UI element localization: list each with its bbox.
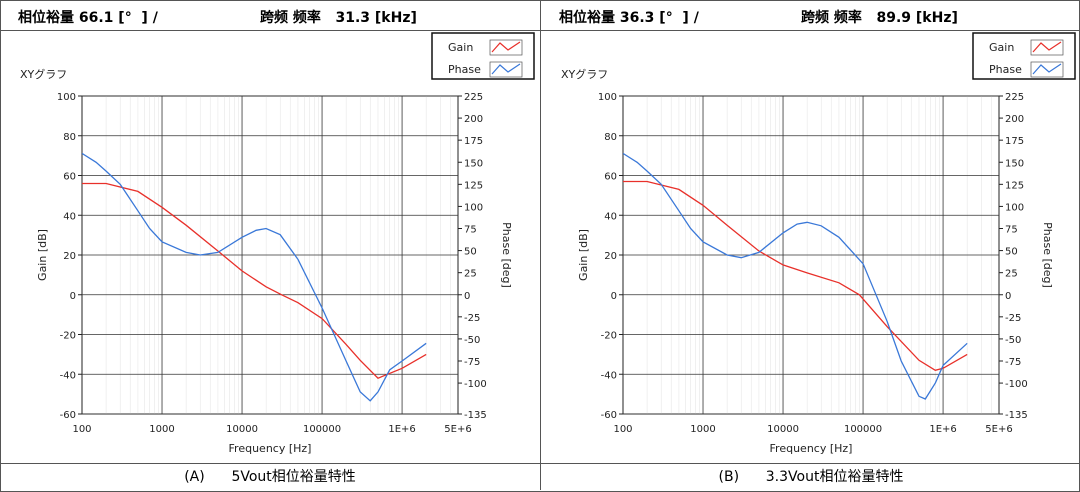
y-tick-label-left: -20	[60, 331, 76, 342]
y-tick-label-right: 25	[464, 269, 477, 280]
y-tick-label-left: 20	[604, 251, 617, 262]
x-tick-label: 100	[72, 424, 91, 435]
y-axis-label-right: Phase [deg]	[1041, 222, 1054, 288]
y-tick-label-left: 100	[57, 92, 76, 103]
legend-label: Phase	[989, 63, 1022, 76]
y-tick-label-right: 0	[1005, 291, 1011, 302]
y-tick-label-right: 75	[464, 225, 477, 236]
y-tick-label-right: 225	[1005, 92, 1024, 103]
y-tick-label-left: -40	[601, 370, 617, 381]
y-tick-label-right: -75	[1005, 357, 1021, 368]
x-tick-label: 1E+6	[388, 424, 415, 435]
y-tick-label-right: 175	[464, 136, 483, 147]
y-tick-label-right: 100	[1005, 202, 1024, 213]
y-axis-label-right: Phase [deg]	[500, 222, 513, 288]
series-line-gain	[82, 182, 427, 379]
series-line-gain	[623, 180, 968, 371]
y-tick-label-left: 60	[63, 172, 76, 183]
y-tick-label-right: 25	[1005, 269, 1018, 280]
y-tick-label-right: 75	[1005, 225, 1018, 236]
y-tick-label-right: 225	[464, 92, 483, 103]
x-axis-label: Frequency [Hz]	[229, 442, 312, 455]
crossover-frequency-label: 跨频 频率 89.9 [kHz]	[801, 10, 958, 26]
x-tick-label: 100000	[303, 424, 341, 435]
y-tick-label-right: -50	[1005, 335, 1021, 346]
phase-margin-label: 相位裕量 36.3 [° ] /	[559, 10, 699, 26]
y-tick-label-right: 200	[464, 114, 483, 125]
y-tick-label-left: 40	[604, 211, 617, 222]
panel-caption: (B) 3.3Vout相位裕量特性	[541, 463, 1080, 491]
panel-a: 相位裕量 66.1 [° ] / 跨频 频率 31.3 [kHz] XYグラフ 1…	[0, 0, 540, 490]
y-tick-label-right: -75	[464, 357, 480, 368]
panel-header: 相位裕量 36.3 [° ] / 跨频 频率 89.9 [kHz]	[541, 0, 1080, 31]
y-tick-label-left: 100	[598, 92, 617, 103]
y-tick-label-right: 0	[464, 291, 470, 302]
x-tick-label: 1000	[690, 424, 715, 435]
x-tick-label: 100000	[844, 424, 882, 435]
panel-b: 相位裕量 36.3 [° ] / 跨频 频率 89.9 [kHz] XYグラフ 1…	[540, 0, 1080, 490]
y-tick-label-right: 50	[464, 247, 477, 258]
panel-header: 相位裕量 66.1 [° ] / 跨频 频率 31.3 [kHz]	[0, 0, 540, 31]
caption-text: 3.3Vout相位裕量特性	[765, 469, 904, 485]
plot-title: XYグラフ	[561, 67, 608, 81]
caption-text: 5Vout相位裕量特性	[231, 469, 356, 485]
y-tick-label-left: 0	[611, 291, 617, 302]
x-tick-label: 5E+6	[444, 424, 471, 435]
legend-swatch	[1032, 63, 1062, 75]
y-tick-label-left: 0	[70, 291, 76, 302]
legend-swatch	[1032, 41, 1062, 53]
legend-label: Gain	[448, 41, 473, 54]
legend-label: Phase	[448, 63, 481, 76]
y-tick-label-right: 175	[1005, 136, 1024, 147]
x-tick-label: 1E+6	[929, 424, 956, 435]
crossover-frequency-label: 跨频 频率 31.3 [kHz]	[260, 10, 417, 26]
y-tick-label-right: -135	[464, 410, 487, 421]
x-tick-label: 100	[613, 424, 632, 435]
legend-label: Gain	[989, 41, 1014, 54]
y-tick-label-left: -40	[60, 370, 76, 381]
y-tick-label-right: -25	[464, 313, 480, 324]
legend-swatch	[491, 63, 521, 75]
y-tick-label-right: 100	[464, 202, 483, 213]
y-tick-label-right: -100	[1005, 379, 1028, 390]
x-tick-label: 10000	[226, 424, 258, 435]
phase-margin-label: 相位裕量 66.1 [° ] /	[18, 10, 158, 26]
x-tick-label: 5E+6	[985, 424, 1012, 435]
caption-tag: (A)	[184, 469, 205, 485]
y-tick-label-left: 40	[63, 211, 76, 222]
x-tick-label: 10000	[767, 424, 799, 435]
y-tick-label-left: 20	[63, 251, 76, 262]
y-tick-label-right: -135	[1005, 410, 1028, 421]
legend-swatch	[491, 41, 521, 53]
series-line-phase	[82, 152, 427, 402]
y-tick-label-right: 125	[1005, 180, 1024, 191]
y-tick-label-right: -50	[464, 335, 480, 346]
y-tick-label-right: -100	[464, 379, 487, 390]
x-tick-label: 1000	[149, 424, 174, 435]
panel-caption: (A) 5Vout相位裕量特性	[0, 463, 540, 491]
y-tick-label-left: -60	[601, 410, 617, 421]
y-tick-label-left: -20	[601, 331, 617, 342]
y-axis-label-left: Gain [dB]	[577, 229, 590, 281]
series-line-phase	[623, 152, 968, 400]
y-tick-label-right: 200	[1005, 114, 1024, 125]
x-axis-label: Frequency [Hz]	[770, 442, 853, 455]
y-tick-label-right: 50	[1005, 247, 1018, 258]
caption-tag: (B)	[718, 469, 740, 485]
y-tick-label-left: 80	[604, 132, 617, 143]
y-tick-label-right: -25	[1005, 313, 1021, 324]
y-tick-label-right: 125	[464, 180, 483, 191]
y-tick-label-left: -60	[60, 410, 76, 421]
y-tick-label-left: 80	[63, 132, 76, 143]
y-tick-label-right: 150	[464, 158, 483, 169]
y-tick-label-left: 60	[604, 172, 617, 183]
plot-title: XYグラフ	[20, 67, 67, 81]
y-tick-label-right: 150	[1005, 158, 1024, 169]
y-axis-label-left: Gain [dB]	[36, 229, 49, 281]
